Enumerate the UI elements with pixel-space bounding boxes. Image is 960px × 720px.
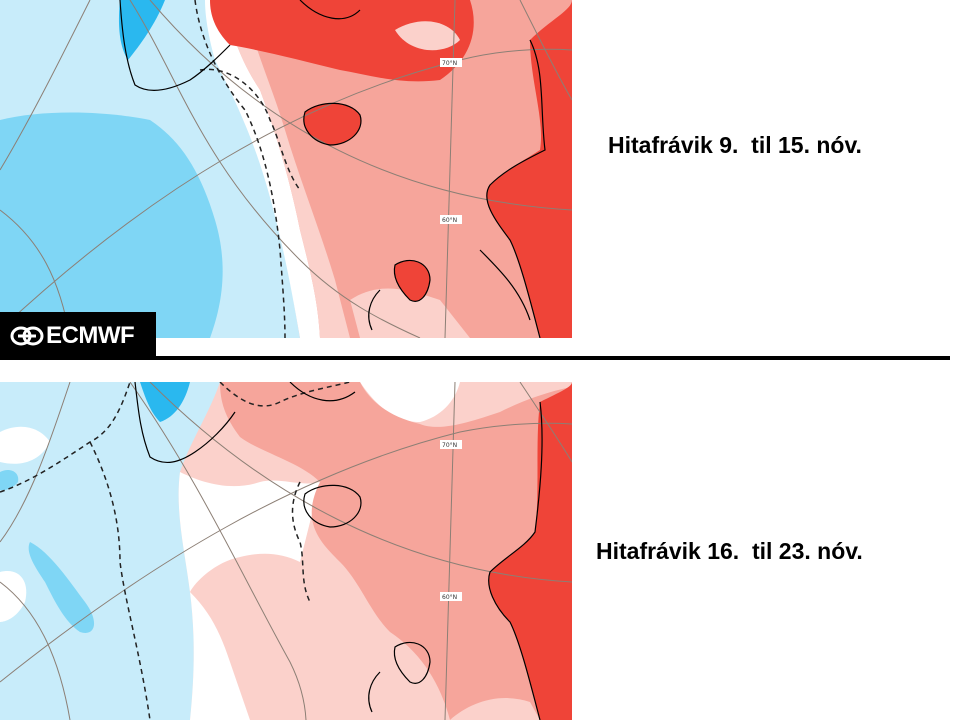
section-divider <box>155 356 950 360</box>
lat-label-70n: 70°N <box>442 60 457 67</box>
logo-text: ECMWF <box>46 322 135 349</box>
anomaly-map-week-1: 70°N 60°N <box>0 0 572 338</box>
caption-week-1: Hitafrávik 9. til 15. nóv. <box>608 132 862 158</box>
ecmwf-logo-icon <box>10 326 44 346</box>
caption-week-2: Hitafrávik 16. til 23. nóv. <box>596 538 863 564</box>
ecmwf-logo: ECMWF <box>0 312 156 360</box>
lat-label-70n: 70°N <box>442 442 457 449</box>
anomaly-map-week-2: 70°N 60°N <box>0 382 572 720</box>
lat-label-60n: 60°N <box>442 217 457 224</box>
lat-label-60n: 60°N <box>442 594 457 601</box>
